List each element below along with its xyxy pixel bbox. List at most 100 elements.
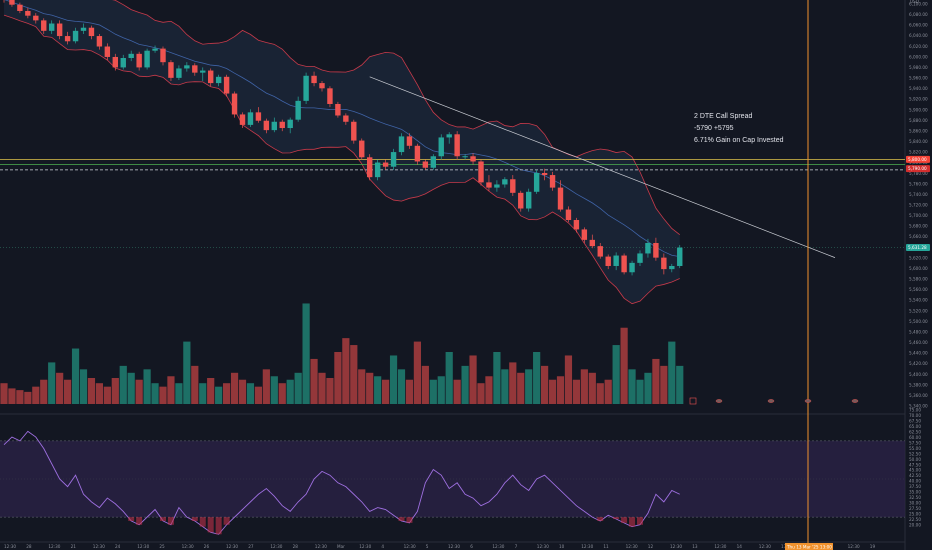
candle-body bbox=[637, 253, 643, 263]
volume-bar bbox=[596, 383, 604, 404]
time-tick-label: 25 bbox=[159, 544, 165, 549]
candle bbox=[605, 254, 611, 270]
volume-bar bbox=[374, 376, 382, 404]
event-marker bbox=[804, 399, 812, 403]
candle bbox=[247, 109, 254, 127]
candle-body bbox=[311, 75, 317, 84]
volume-bar bbox=[533, 352, 541, 404]
time-tick-label: 12:30 bbox=[4, 544, 16, 549]
price-tick-label: 5,700.00 bbox=[909, 213, 928, 218]
rsi-tick-label: 32.50 bbox=[909, 495, 921, 500]
candle-body bbox=[41, 20, 47, 31]
rsi-tick-label: 20.00 bbox=[909, 523, 921, 528]
rsi-tick-label: 45.00 bbox=[909, 468, 921, 473]
price-tick-label: 5,680.00 bbox=[909, 224, 928, 229]
price-tick-label: 5,880.00 bbox=[909, 118, 928, 123]
rsi-oversold-fill bbox=[398, 517, 405, 521]
price-tick-label: 5,380.00 bbox=[909, 382, 928, 387]
rsi-oversold-fill bbox=[167, 517, 174, 525]
candle-body bbox=[629, 262, 635, 273]
candle-body bbox=[486, 182, 492, 188]
time-tick-label: 12:30 bbox=[670, 544, 682, 549]
volume-bar bbox=[564, 355, 573, 404]
candle-body bbox=[295, 100, 301, 120]
candle-body bbox=[160, 48, 166, 63]
volume-bar bbox=[405, 379, 414, 404]
candle bbox=[200, 67, 206, 81]
candle-body bbox=[367, 157, 373, 178]
volume-bar bbox=[572, 379, 580, 404]
candle bbox=[541, 168, 548, 181]
candle bbox=[677, 245, 683, 269]
candle bbox=[9, 0, 15, 7]
candle bbox=[311, 71, 317, 87]
candle-body bbox=[446, 134, 452, 138]
volume-bar bbox=[0, 383, 8, 404]
candle-body bbox=[589, 239, 595, 247]
candle bbox=[637, 250, 643, 266]
volume-bar bbox=[230, 372, 239, 404]
candle-body bbox=[239, 114, 246, 125]
price-tick-label: 5,940.00 bbox=[909, 86, 928, 91]
candle bbox=[462, 154, 468, 160]
price-tick-label: 5,720.00 bbox=[909, 203, 928, 208]
candle-body bbox=[351, 121, 357, 141]
rsi-oversold-fill bbox=[215, 517, 222, 535]
candle-body bbox=[581, 229, 588, 240]
candle bbox=[192, 63, 198, 76]
rsi-oversold-fill bbox=[199, 517, 206, 527]
candle-body bbox=[279, 121, 285, 129]
cursor-time-badge: Thu 13 Mar '25 13:00 bbox=[785, 543, 833, 550]
volume-bar bbox=[111, 378, 119, 404]
candle-body bbox=[287, 119, 293, 129]
price-badge-upper-bg bbox=[906, 155, 930, 163]
time-tick-label: 13 bbox=[692, 544, 698, 549]
candle-body bbox=[557, 187, 564, 210]
candle-body bbox=[176, 68, 182, 78]
time-tick-label: 21 bbox=[71, 544, 77, 549]
candle-body bbox=[533, 172, 540, 192]
rsi-tick-label: 30.00 bbox=[909, 501, 921, 506]
volume-bar bbox=[437, 376, 445, 404]
candle bbox=[406, 133, 413, 149]
candle-body bbox=[255, 112, 262, 121]
volume-bar bbox=[382, 379, 390, 404]
rsi-oversold-fill bbox=[637, 517, 643, 525]
rsi-tick-label: 65.00 bbox=[909, 424, 921, 429]
time-tick-label: 12:30 bbox=[270, 544, 282, 549]
candle bbox=[526, 188, 532, 212]
volume-bar bbox=[501, 369, 509, 404]
volume-bar bbox=[48, 362, 56, 404]
candle-body bbox=[215, 76, 222, 84]
price-tick-label: 6,100.00 bbox=[909, 2, 928, 7]
price-badge-mid-bg bbox=[906, 165, 930, 173]
time-tick-label: 12:30 bbox=[315, 544, 327, 549]
cursor-time-badge-text: Thu 13 Mar '25 13:00 bbox=[786, 545, 832, 550]
rsi-tick-label: 22.50 bbox=[909, 517, 921, 522]
candle-body bbox=[112, 56, 118, 68]
candle bbox=[287, 117, 293, 134]
rsi-tick-label: 75.00 bbox=[909, 408, 921, 413]
volume-bar bbox=[453, 379, 461, 404]
price-tick-label: 6,080.00 bbox=[909, 12, 928, 17]
candle-body bbox=[192, 65, 198, 73]
candle bbox=[589, 234, 595, 249]
price-badge-upper-text: 5,800.00 bbox=[908, 157, 927, 162]
candle bbox=[72, 27, 79, 44]
candle bbox=[88, 25, 95, 40]
candle bbox=[327, 86, 333, 108]
candle bbox=[510, 175, 516, 196]
candle-body bbox=[390, 152, 397, 167]
price-tick-label: 5,740.00 bbox=[909, 192, 928, 197]
candle-body bbox=[430, 156, 436, 168]
candle-body bbox=[49, 23, 55, 31]
candle bbox=[661, 253, 667, 275]
annotation-line: 2 DTE Call Spread bbox=[694, 113, 752, 120]
time-tick-label: 24 bbox=[115, 544, 121, 549]
time-tick-label: 28 bbox=[26, 544, 32, 549]
candle bbox=[422, 159, 429, 170]
price-badge-mid-text: 5,790.00 bbox=[908, 166, 927, 171]
candle-body bbox=[136, 53, 142, 68]
rsi-tick-label: 60.00 bbox=[909, 435, 921, 440]
